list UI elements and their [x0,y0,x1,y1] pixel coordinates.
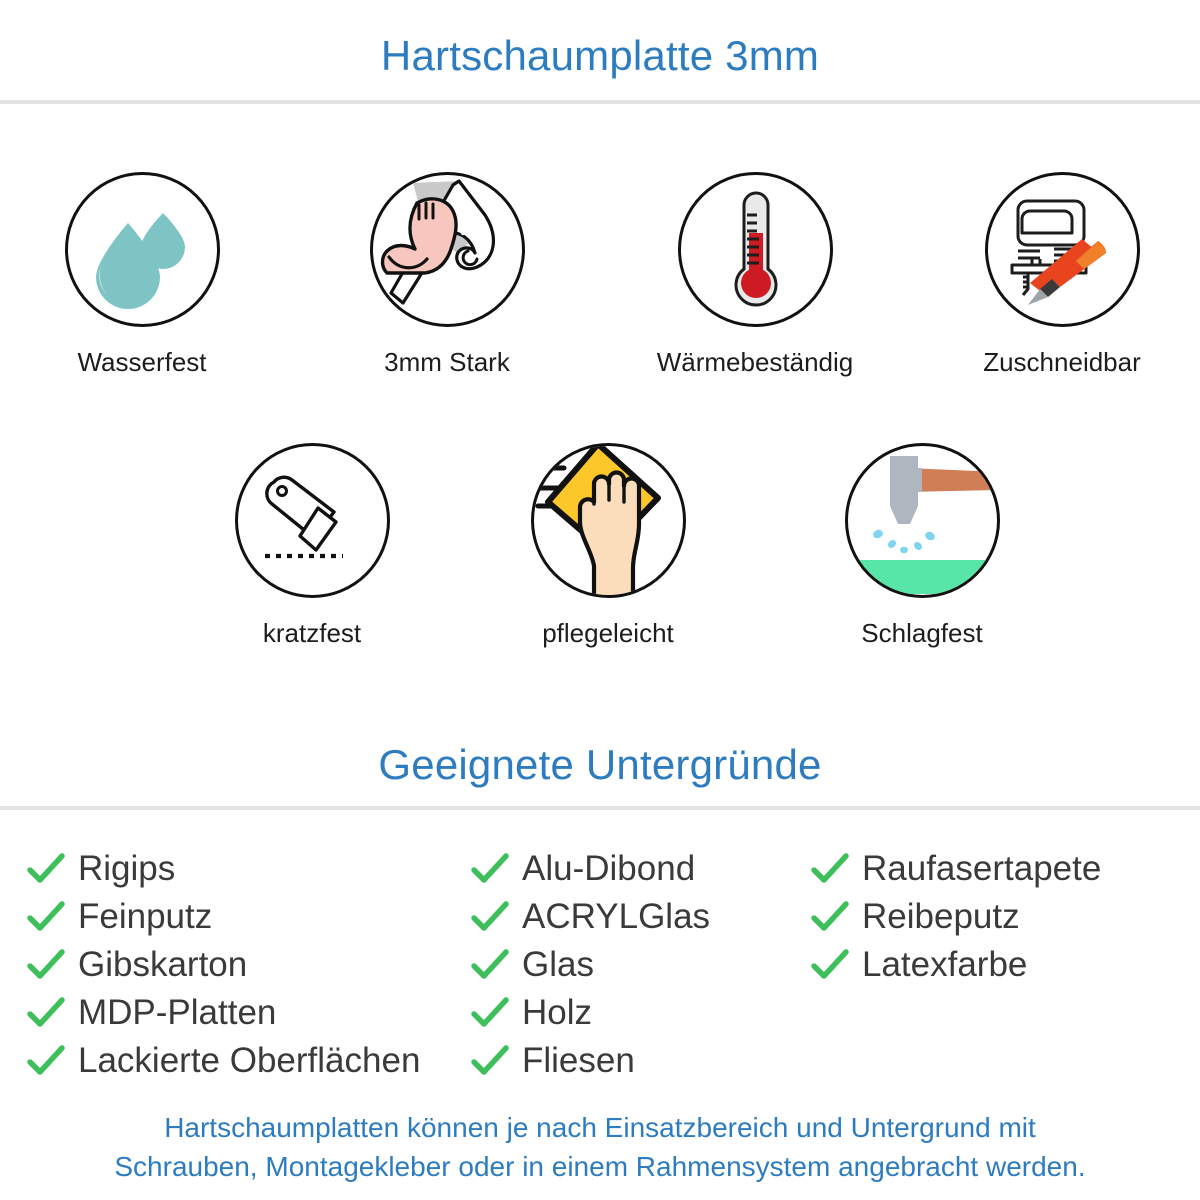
check-icon [470,997,510,1029]
feature-icon-circle [677,172,833,327]
footer-line-1: Hartschaumplatten können je nach Einsatz… [164,1112,1036,1143]
list-item: MDP-Platten [26,992,470,1034]
feature-schlagfest: Schlagfest [822,443,1022,649]
hand-cloth-icon [533,446,683,595]
feature-kratzfest: kratzfest [212,443,412,649]
section-title: Geeignete Untergründe [378,741,822,788]
list-item-label: Lackierte Oberflächen [78,1041,421,1080]
list-item: Reibeputz [810,896,1200,938]
list-item: ACRYLGlas [470,896,810,938]
flexing-arm-icon [373,175,522,324]
water-drops-icon [68,175,217,324]
check-icon [26,949,66,981]
feature-icon-circle [369,172,525,327]
list-item-label: Gibskarton [78,945,248,984]
check-icon [470,949,510,981]
feature-waermebestaendig: Wärmebeständig [655,172,855,378]
feature-label: Schlagfest [861,618,983,648]
list-item-label: Glas [522,945,594,984]
check-icon [470,1045,510,1077]
list-item: Lackierte Oberflächen [26,1040,470,1082]
footer-line-2: Schrauben, Montagekleber oder in einem R… [114,1151,1086,1182]
check-icon [470,853,510,885]
list-item: Feinputz [26,896,470,938]
feature-icon-circle [984,172,1140,327]
list-item: Glas [470,944,810,986]
check-icon [810,949,850,981]
list-item-label: Feinputz [78,897,213,936]
feature-pflegeleicht: pflegeleicht [508,443,708,649]
list-item-label: Rigips [78,849,176,888]
feature-label: Zuschneidbar [983,347,1141,377]
list-item-label: MDP-Platten [78,993,277,1032]
list-item: Holz [470,992,810,1034]
hammer-impact-icon [847,446,997,595]
page-title: Hartschaumplatte 3mm [380,32,820,79]
list-item-label: ACRYLGlas [522,897,711,936]
knife-scratch-icon [238,446,387,595]
checklist-column-1: Rigips Feinputz Gibskarton MDP-Platten [0,848,470,1088]
feature-label: 3mm Stark [384,347,510,377]
divider-middle [0,806,1200,810]
feature-label: kratzfest [262,618,362,648]
feature-3mm-stark: 3mm Stark [347,172,547,378]
feature-icon-circle [844,443,1000,598]
feature-icon-circle [64,172,220,327]
list-item: Alu-Dibond [470,848,810,890]
list-item: Raufasertapete [810,848,1200,890]
list-item: Fliesen [470,1040,810,1082]
feature-label: Wasserfest [77,347,207,377]
list-item: Rigips [26,848,470,890]
footer-note: Hartschaumplatten können je nach Einsatz… [0,1108,1200,1186]
feature-label: pflegeleicht [542,618,674,648]
checklist-column-2: Alu-Dibond ACRYLGlas Glas Holz [470,848,810,1088]
check-icon [26,901,66,933]
thermometer-icon [681,175,830,324]
list-item-label: Fliesen [522,1041,635,1080]
check-icon [26,1045,66,1077]
list-item-label: Holz [522,993,593,1032]
checklist-column-3: Raufasertapete Reibeputz Latexfarbe [810,848,1200,1088]
list-item-label: Reibeputz [862,897,1020,936]
list-item-label: Latexfarbe [862,945,1028,984]
suitable-surfaces-list: Rigips Feinputz Gibskarton MDP-Platten [0,848,1200,1088]
feature-label: Wärmebeständig [656,347,854,377]
check-icon [470,901,510,933]
list-item: Gibskarton [26,944,470,986]
list-item-label: Raufasertapete [862,849,1102,888]
feature-icon-circle [234,443,390,598]
check-icon [810,853,850,885]
check-icon [26,853,66,885]
feature-zuschneidbar: Zuschneidbar [962,172,1162,378]
check-icon [810,901,850,933]
list-item: Latexfarbe [810,944,1200,986]
feature-icon-circle [530,443,686,598]
jigsaw-cutter-icon [988,175,1137,324]
divider-top [0,100,1200,104]
feature-wasserfest: Wasserfest [42,172,242,378]
check-icon [26,997,66,1029]
list-item-label: Alu-Dibond [522,849,696,888]
